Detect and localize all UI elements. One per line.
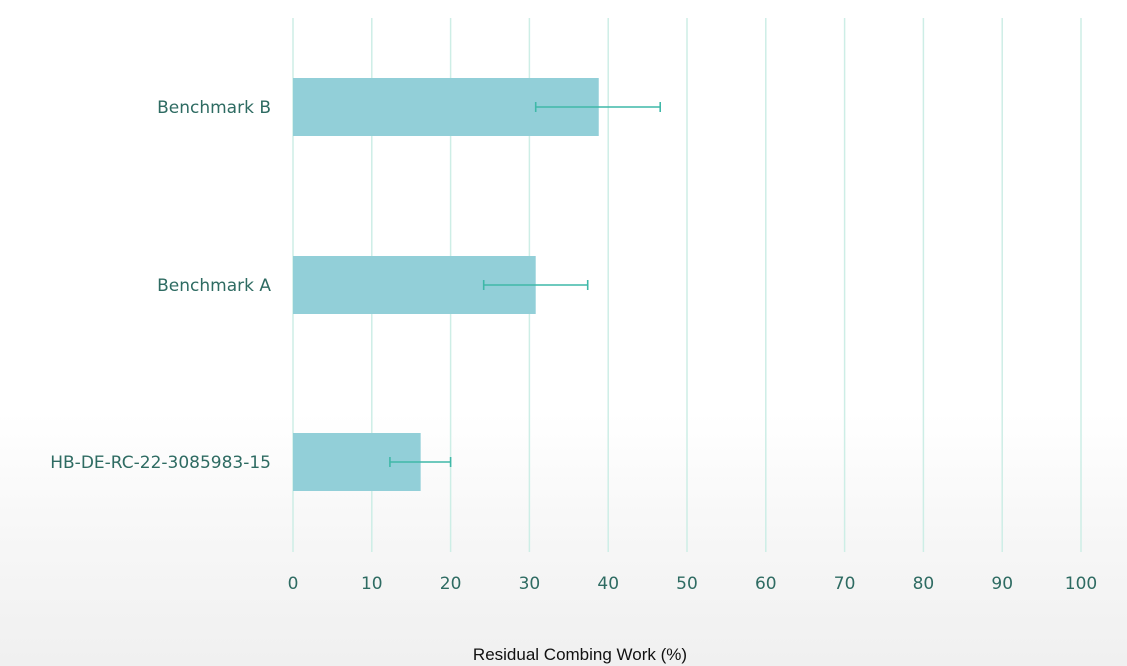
x-tick-labels: 0 10 20 30 40 50 60 70 80 90 100 xyxy=(288,574,1098,594)
x-tick-label-90: 90 xyxy=(991,574,1013,594)
x-tick-label-10: 10 xyxy=(361,574,383,594)
x-tick-label-80: 80 xyxy=(913,574,935,594)
x-axis-title: Residual Combing Work (%) xyxy=(473,645,687,664)
error-bar-3 xyxy=(389,457,452,467)
x-tick-label-70: 70 xyxy=(834,574,856,594)
x-tick-label-30: 30 xyxy=(519,574,541,594)
x-tick-label-20: 20 xyxy=(440,574,462,594)
x-tick-label-100: 100 xyxy=(1065,574,1097,594)
x-tick-label-60: 60 xyxy=(755,574,777,594)
category-labels: Benchmark B Benchmark A HB-DE-RC-22-308598… xyxy=(50,98,271,473)
error-bars xyxy=(389,102,662,467)
x-tick-label-40: 40 xyxy=(597,574,619,594)
error-bar-2 xyxy=(482,280,589,290)
category-label-3: HB-DE-RC-22-3085983-15 xyxy=(50,453,271,473)
x-tick-label-0: 0 xyxy=(288,574,299,594)
category-label-2: Benchmark A xyxy=(157,276,271,296)
x-tick-label-50: 50 xyxy=(676,574,698,594)
error-bar-1 xyxy=(534,102,662,112)
category-label-1: Benchmark B xyxy=(157,98,271,118)
